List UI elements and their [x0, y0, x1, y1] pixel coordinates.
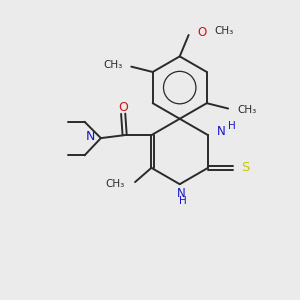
- Text: CH₃: CH₃: [106, 179, 125, 190]
- Text: N: N: [217, 125, 226, 138]
- Text: H: H: [179, 196, 187, 206]
- Text: CH₃: CH₃: [103, 60, 122, 70]
- Text: H: H: [228, 121, 236, 131]
- Text: CH₃: CH₃: [214, 26, 233, 36]
- Text: CH₃: CH₃: [237, 105, 256, 115]
- Text: O: O: [197, 26, 206, 39]
- Text: N: N: [85, 130, 95, 143]
- Text: O: O: [118, 101, 128, 114]
- Text: N: N: [177, 187, 186, 200]
- Text: S: S: [241, 161, 249, 174]
